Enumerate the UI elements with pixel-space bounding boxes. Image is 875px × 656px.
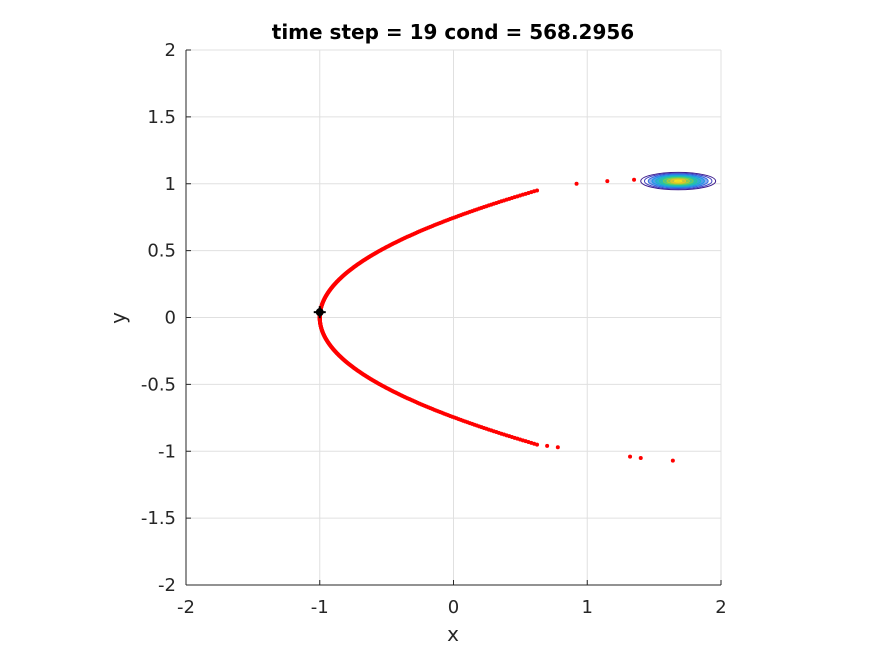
y-tick-label: -1.5 <box>141 508 176 529</box>
x-tick-label: 2 <box>715 597 726 618</box>
grid <box>185 49 722 586</box>
chart-title: time step = 19 cond = 568.2956 <box>272 20 634 44</box>
marker-layer <box>313 306 326 319</box>
y-tick-label: -0.5 <box>141 374 176 395</box>
y-tick-label: 1 <box>165 174 176 195</box>
axes <box>185 49 722 586</box>
particle-point <box>574 181 579 186</box>
contour-level <box>673 179 683 183</box>
y-tick-label: 2 <box>165 40 176 61</box>
y-tick-label: -2 <box>158 575 176 596</box>
x-tick-label: 0 <box>448 597 459 618</box>
particle-point <box>535 188 540 193</box>
x-tick-label: -1 <box>311 597 329 618</box>
tick-labels: -2 -1 0 1 2 -2 -1.5 -1 -0.5 0 0.5 1 1.5 2 <box>141 40 727 618</box>
particle-point <box>638 455 643 460</box>
center-marker <box>313 306 326 319</box>
y-axis-label: y <box>106 312 130 324</box>
x-axis-label: x <box>447 622 459 646</box>
particle-point <box>670 458 675 463</box>
x-tick-label: -2 <box>177 597 195 618</box>
particle-point <box>628 454 633 459</box>
particle-point <box>605 179 610 184</box>
y-tick-label: -1 <box>158 441 176 462</box>
particle-point <box>555 445 560 450</box>
particle-point <box>545 443 550 448</box>
contour-level <box>643 172 713 190</box>
particle-point <box>632 177 637 182</box>
y-tick-label: 0.5 <box>147 241 176 262</box>
y-tick-label: 1.5 <box>147 107 176 128</box>
y-tick-label: 0 <box>165 308 176 329</box>
density-contour <box>640 171 717 191</box>
contour-level <box>640 171 717 191</box>
x-tick-label: 1 <box>582 597 593 618</box>
